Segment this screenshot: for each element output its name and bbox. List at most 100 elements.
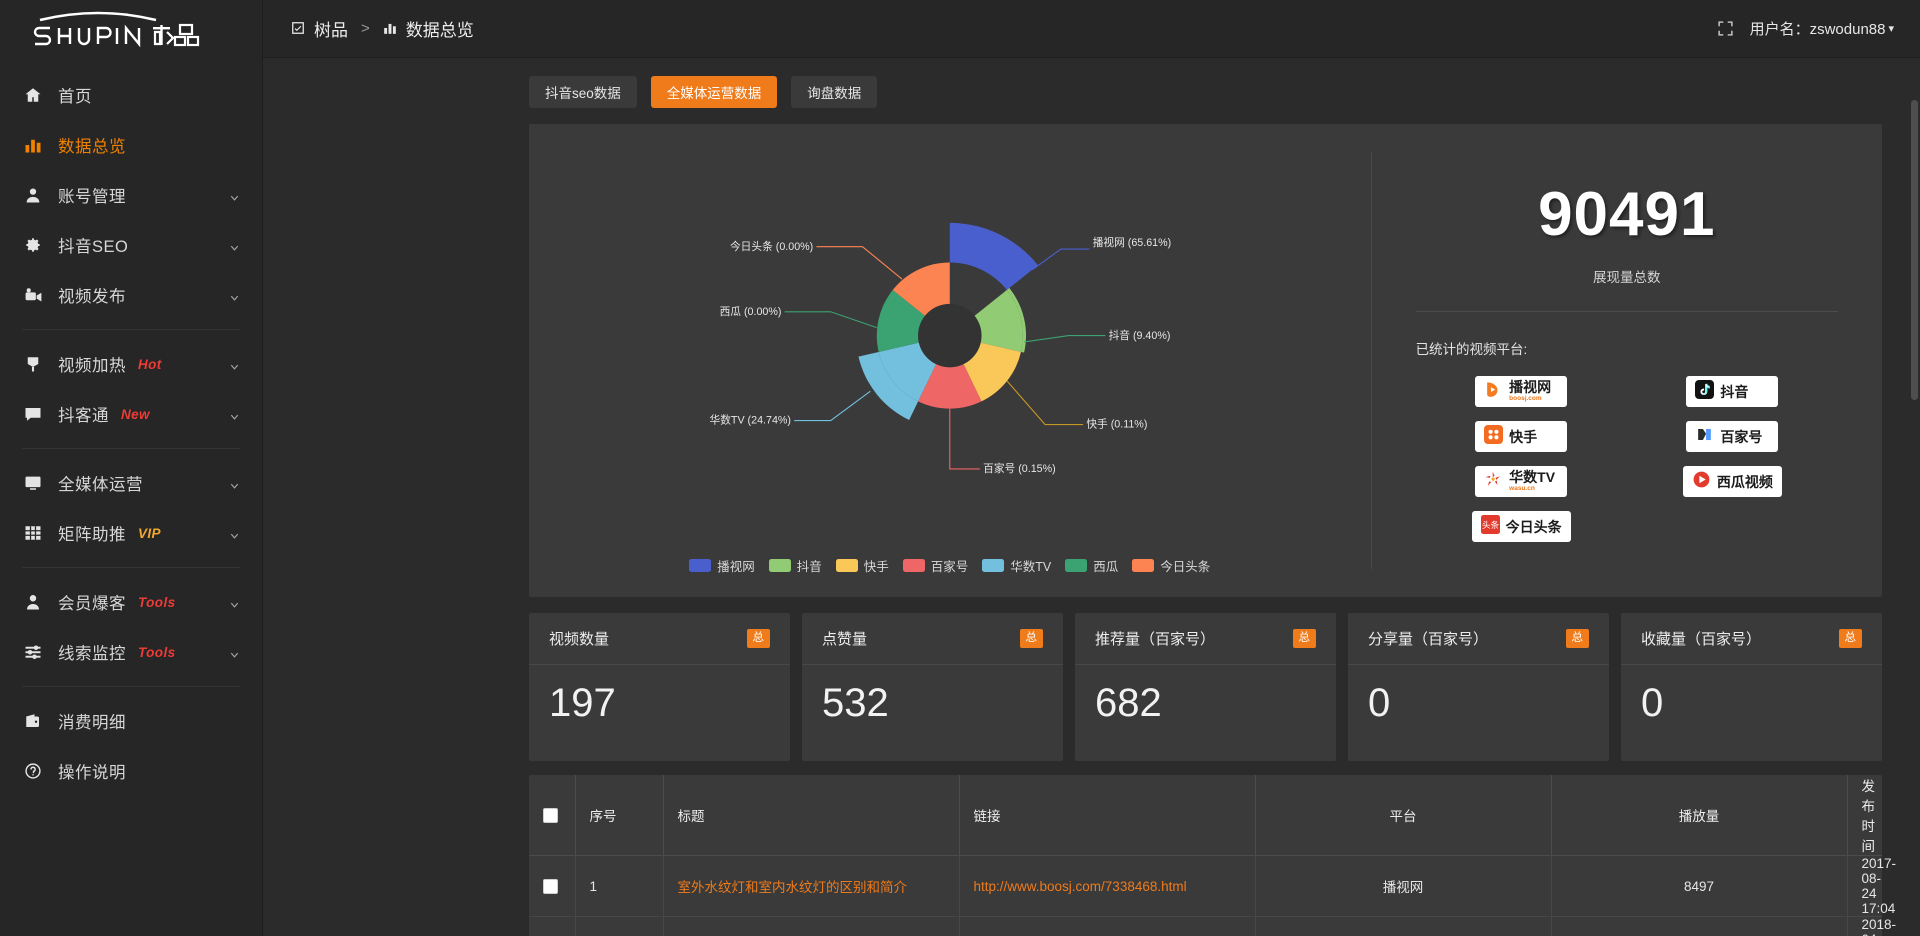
brand-logo[interactable]	[0, 0, 262, 58]
rose-slice-baijiahao[interactable]	[918, 335, 982, 409]
sidebar-item-video-publish[interactable]: 视频发布	[0, 270, 262, 320]
chevron-down-icon: ▾	[1888, 23, 1894, 35]
card-tag-total[interactable]: 总	[1292, 629, 1316, 648]
page-scrollbar[interactable]	[1911, 100, 1918, 400]
sidebar-item-data-overview[interactable]: 数据总览	[0, 120, 262, 170]
wasu-logo-icon	[1484, 470, 1503, 494]
sidebar-badge-tools: Tools	[138, 644, 176, 660]
tab-omnimedia-ops-data[interactable]: 全媒体运营数据	[650, 76, 778, 108]
td-publish-time: 2018-04-26 16:24	[1847, 916, 1896, 936]
platform-chip-toutiao[interactable]: 头条 今日头条	[1471, 511, 1571, 542]
rose-chart[interactable]: 播视网 (65.61%) 抖音 (9.40%) 快手 (0.11%) 百家号 (…	[529, 124, 1371, 597]
platform-name: 今日头条	[1505, 518, 1562, 535]
rose-label-baijiahao: 百家号 (0.15%)	[983, 462, 1056, 475]
card-tag-total[interactable]: 总	[1838, 629, 1862, 648]
platform-chip-boshiwang[interactable]: 播视网 boosj.com	[1475, 376, 1568, 407]
card-tag-total[interactable]: 总	[1019, 629, 1043, 648]
breadcrumb-root-label: 树品	[314, 21, 348, 40]
legend-item-douyin[interactable]: 抖音	[768, 556, 822, 575]
fullscreen-icon[interactable]	[1717, 20, 1734, 37]
card-value: 197	[549, 681, 616, 725]
sidebar: 首页 数据总览 账号管理 抖音	[0, 0, 263, 936]
sidebar-item-video-boost[interactable]: 视频加热 Hot	[0, 339, 262, 389]
sliders-icon	[22, 641, 44, 663]
stat-card-recommend: 推荐量（百家号） 总 682	[1075, 613, 1336, 761]
platform-name: 播视网	[1509, 379, 1552, 396]
sidebar-item-label: 线索监控	[58, 645, 126, 663]
square-icon	[291, 21, 307, 37]
tab-inquiry-data[interactable]: 询盘数据	[791, 76, 878, 108]
th-select-all	[529, 775, 576, 856]
legend-item-baijiahao[interactable]: 百家号	[902, 556, 969, 575]
table-row[interactable]: 2 楼体投影灯投影效果震撼上市 http://www.wasu.cn/Play/…	[529, 916, 1896, 936]
sidebar-item-home[interactable]: 首页	[0, 70, 262, 120]
stat-cards: 视频数量 总 197 点赞量 总 532 推荐量（百家号） 总	[529, 613, 1882, 761]
sidebar-item-label: 操作说明	[58, 764, 126, 782]
platform-chip-kuaishou[interactable]: 快手	[1475, 421, 1568, 452]
user-label: 用户名：zswodun88	[1749, 21, 1886, 38]
sidebar-item-doukeTong[interactable]: 抖客通 New	[0, 389, 262, 439]
sidebar-item-label: 抖音SEO	[58, 238, 129, 256]
douyin-logo-icon	[1695, 379, 1715, 404]
legend-label: 西瓜	[1093, 560, 1119, 574]
card-header: 点赞量 总	[802, 613, 1063, 665]
sidebar-item-account-mgmt[interactable]: 账号管理	[0, 170, 262, 220]
grid-icon	[22, 522, 44, 544]
sidebar-item-matrix-boost[interactable]: 矩阵助推 VIP	[0, 508, 262, 558]
card-title: 收藏量（百家号）	[1641, 631, 1762, 648]
sidebar-item-member-boom[interactable]: 会员爆客 Tools	[0, 577, 262, 627]
platform-chip-wasu[interactable]: 华数TV wasu.cn	[1475, 466, 1568, 497]
rose-slice-boshiwang[interactable]	[949, 222, 1038, 291]
row-title-link[interactable]: 室外水纹灯和室内水纹灯的区别和简介	[677, 880, 908, 895]
row-url-link[interactable]: http://www.boosj.com/7338468.html	[973, 878, 1187, 894]
legend-item-xigua[interactable]: 西瓜	[1065, 556, 1118, 575]
legend-item-kuaishou[interactable]: 快手	[835, 556, 889, 575]
chevron-down-icon	[229, 359, 240, 370]
card-value: 0	[1368, 681, 1391, 725]
legend-swatch	[689, 559, 712, 572]
platform-name: 华数TV	[1509, 469, 1556, 486]
platform-chip-baijiahao[interactable]: 百家号	[1686, 421, 1779, 452]
legend-item-toutiao[interactable]: 今日头条	[1132, 556, 1210, 575]
platform-chip-douyin[interactable]: 抖音	[1686, 376, 1779, 407]
sidebar-item-label: 全媒体运营	[58, 476, 143, 494]
wallet-icon	[22, 710, 44, 732]
td-index: 2	[575, 916, 664, 936]
card-tag-total[interactable]: 总	[746, 629, 770, 648]
platform-cell: 抖音	[1627, 376, 1838, 407]
legend-item-boshiwang[interactable]: 播视网	[689, 556, 755, 575]
legend-label: 百家号	[930, 560, 969, 574]
sidebar-item-lead-monitor[interactable]: 线索监控 Tools	[0, 627, 262, 677]
card-tag-total[interactable]: 总	[1565, 629, 1589, 648]
th-title: 标题	[663, 775, 960, 856]
sidebar-item-label: 视频发布	[58, 288, 126, 306]
sidebar-item-douyin-seo[interactable]: 抖音SEO	[0, 220, 262, 270]
sidebar-item-label: 首页	[58, 88, 92, 106]
sidebar-item-instructions[interactable]: 操作说明	[0, 746, 262, 796]
user-menu[interactable]: 用户名：zswodun88 ▾	[1750, 18, 1894, 39]
breadcrumb-current: 数据总览	[383, 16, 474, 41]
comment-icon	[22, 403, 44, 425]
tab-douyin-seo-data[interactable]: 抖音seo数据	[529, 76, 637, 108]
sidebar-badge-hot: Hot	[138, 356, 162, 372]
sidebar-item-label: 数据总览	[58, 138, 126, 156]
chevron-down-icon	[229, 240, 240, 251]
row-checkbox[interactable]	[543, 878, 558, 894]
sidebar-badge-tools: Tools	[138, 594, 176, 610]
td-title: 室外水纹灯和室内水纹灯的区别和简介	[663, 855, 960, 917]
td-select	[529, 855, 576, 917]
sidebar-item-consumption-detail[interactable]: 消费明细	[0, 696, 262, 746]
sidebar-badge-vip: VIP	[138, 525, 161, 541]
home-icon	[22, 84, 44, 106]
select-all-checkbox[interactable]	[543, 807, 558, 823]
legend-label: 华数TV	[1010, 560, 1052, 574]
sidebar-item-label: 矩阵助推	[58, 526, 126, 544]
card-header: 收藏量（百家号） 总	[1621, 613, 1882, 665]
legend-swatch	[835, 559, 858, 572]
sidebar-item-omnimedia-ops[interactable]: 全媒体运营	[0, 458, 262, 508]
legend-item-wasu[interactable]: 华数TV	[982, 556, 1051, 575]
platform-chip-xigua[interactable]: 西瓜视频	[1682, 466, 1782, 497]
chevron-down-icon	[229, 647, 240, 658]
table-row[interactable]: 1 室外水纹灯和室内水纹灯的区别和简介 http://www.boosj.com…	[529, 855, 1896, 917]
breadcrumb-root[interactable]: 树品	[291, 16, 348, 41]
